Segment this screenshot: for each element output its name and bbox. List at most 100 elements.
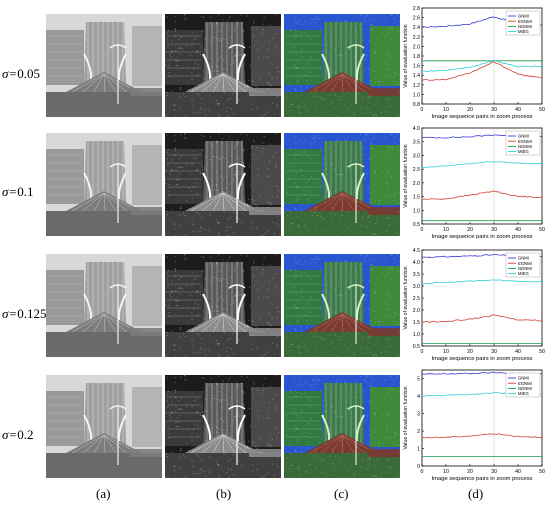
x-axis-label: Image sequence pairs in zoom process	[432, 476, 533, 482]
central-tower	[322, 383, 364, 445]
roof-line	[222, 313, 247, 333]
scene-image-a-row-1	[46, 14, 162, 117]
roof-line	[103, 73, 128, 93]
roof-line	[222, 313, 225, 333]
x-tick-label: 10	[443, 107, 449, 113]
y-tick-label: 3	[417, 412, 420, 418]
legend-entry: MIEG	[518, 391, 529, 396]
scene-image-b-row-4	[165, 375, 281, 478]
x-tick-label: 20	[467, 107, 473, 113]
central-tower	[84, 383, 126, 445]
caption-b: (b)	[216, 486, 232, 501]
y-tick-label: 1.6	[413, 64, 420, 70]
sigma-value: 0.1	[17, 184, 34, 199]
caption-c: (c)	[334, 486, 349, 501]
pavilion-roof	[304, 72, 380, 92]
side-roof	[368, 88, 400, 96]
x-tick-label: 10	[443, 469, 449, 475]
ground	[165, 332, 281, 357]
ground	[46, 332, 162, 357]
series-line-egnmi	[421, 433, 543, 439]
lamp-head	[347, 163, 365, 168]
pavilion-roof	[66, 191, 142, 211]
y-tick-label: 4.5	[413, 248, 420, 254]
roof-line	[341, 192, 344, 212]
roof-line	[93, 192, 105, 212]
legend-entry: GNMI	[518, 256, 529, 261]
left-building	[46, 270, 84, 325]
roof-line	[222, 73, 236, 93]
series-line-mieg	[421, 279, 543, 285]
evaluation-chart-4: 0 1 2 3 4 5 0 10 20 30 40 50 Image sequence pairs in…	[402, 364, 548, 493]
pavilion-roof	[66, 312, 142, 332]
sigma-value: 0.125	[17, 306, 47, 321]
legend-entry: GNMI	[518, 134, 529, 139]
legend-entry: MIEG	[518, 271, 529, 276]
y-axis-label: Value of evaluation function	[403, 386, 409, 449]
central-tower	[322, 141, 364, 203]
roof-line	[190, 192, 224, 212]
sigma-symbol: σ=	[2, 427, 18, 442]
scene-image-c-row-1	[284, 14, 400, 117]
roof-line	[320, 434, 343, 454]
side-roof	[368, 328, 400, 336]
x-tick-label: 20	[467, 227, 473, 233]
legend-entry: MIEG	[518, 29, 529, 34]
side-roof	[130, 328, 162, 336]
roof-line	[222, 434, 236, 454]
scene-image-c-row-3	[284, 254, 400, 357]
side-roof	[368, 207, 400, 215]
y-tick-label: 2.2	[413, 35, 420, 41]
y-tick-label: 1.5	[413, 195, 420, 201]
central-tower	[203, 141, 245, 203]
pavilion-roof	[304, 312, 380, 332]
x-tick-label: 10	[443, 227, 449, 233]
roof-line	[103, 313, 106, 333]
y-tick-label: 2.0	[413, 308, 420, 314]
pavilion-roof	[185, 312, 261, 332]
roof-line	[212, 434, 224, 454]
ground	[165, 211, 281, 236]
y-tick-label: 1.5	[413, 320, 420, 326]
roof-line	[222, 434, 225, 454]
pavilion-roof	[185, 72, 261, 92]
series-line-mieg	[421, 161, 543, 169]
left-building	[284, 391, 322, 446]
legend-entry: NGNMI	[518, 386, 532, 391]
sigma-label-row-3: σ=0.125	[2, 306, 46, 322]
lamp-head	[228, 405, 246, 410]
legend-box	[505, 130, 541, 156]
roof-line	[201, 192, 224, 212]
y-tick-label: 1.0	[413, 332, 420, 338]
roof-line	[103, 313, 128, 333]
roof-line	[309, 73, 343, 93]
series-line-egnmi	[421, 314, 543, 323]
lamp-head	[228, 284, 246, 289]
right-building	[370, 145, 400, 205]
x-tick-label: 20	[467, 469, 473, 475]
y-tick-label: 5	[417, 377, 420, 383]
scene-image-b-row-2	[165, 133, 281, 236]
sigma-symbol: σ=	[2, 66, 18, 81]
ground	[46, 211, 162, 236]
central-tower	[322, 262, 364, 324]
y-tick-label: 2.6	[413, 16, 420, 22]
legend-entry: EGNMI	[518, 139, 532, 144]
chart-svg: 0.5 1.0 1.5 2.0 2.5 3.0 3.5 4.0 4.5 0 10 20 30 40 50 Im…	[403, 248, 545, 362]
right-building	[132, 26, 162, 86]
roof-line	[103, 434, 106, 454]
roof-line	[222, 192, 247, 212]
y-tick-label: 0.5	[413, 222, 420, 228]
x-tick-label: 20	[467, 349, 473, 355]
central-tower	[84, 141, 126, 203]
roof-line	[331, 73, 343, 93]
x-axis-label: Image sequence pairs in zoom process	[432, 234, 533, 240]
ground	[284, 211, 400, 236]
y-tick-label: 3.0	[413, 284, 420, 290]
pavilion-roof	[185, 191, 261, 211]
ground	[165, 92, 281, 117]
left-building	[284, 149, 322, 204]
pavilion-roof	[66, 433, 142, 453]
roof-line	[201, 434, 224, 454]
